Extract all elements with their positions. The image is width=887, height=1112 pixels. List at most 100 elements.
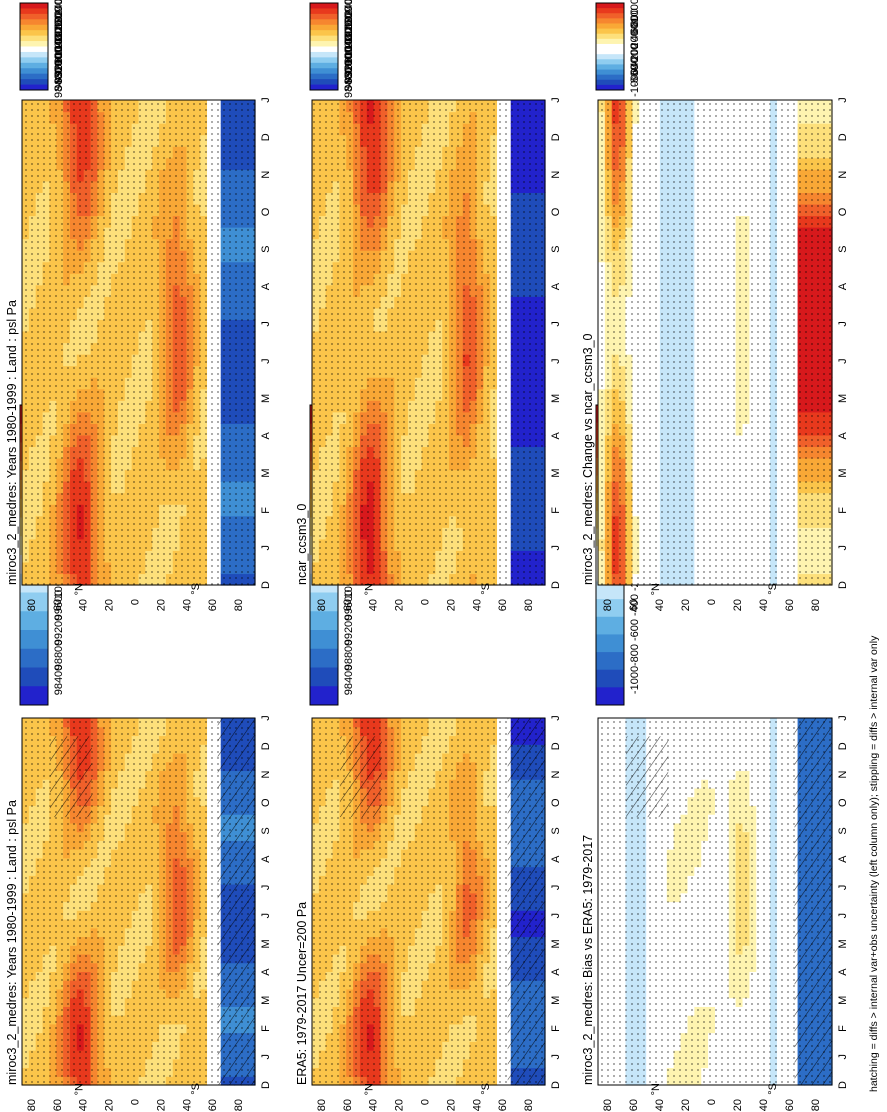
colorbar-swatch <box>310 686 338 706</box>
month-tick-label: J <box>550 913 562 919</box>
lat-tick-label: 60 <box>52 599 64 611</box>
month-tick-label: M <box>550 939 562 948</box>
colorbar-label: 98400 <box>343 665 355 696</box>
lat-tick-label: 40 <box>181 599 193 611</box>
month-tick-label: J <box>260 545 272 551</box>
colorbar-label: 99600 <box>53 46 65 77</box>
lat-tick-label: 20 <box>104 1099 116 1111</box>
hatch-overlay-north <box>49 736 92 818</box>
colorbar-swatch <box>20 8 48 15</box>
panel-title: miroc3_2_medres: Years 1980-1999 : Land … <box>5 300 19 585</box>
chart-root: 80 60 40 20 0 20 40 60 80 °N °S D J F M A M J J A S O N D Jmiroc… <box>5 0 849 1111</box>
panel-frame <box>21 717 256 1086</box>
lat-tick-label: 80 <box>523 1099 535 1111</box>
colorbar-label: 100000 <box>53 35 65 72</box>
month-tick-label: J <box>550 1054 562 1060</box>
lat-hemisphere-label: °N <box>364 1083 376 1095</box>
colorbar-label: 102000 <box>53 0 65 36</box>
colorbar-swatch <box>20 630 48 650</box>
colorbar-swatch <box>20 57 48 64</box>
month-tick-label: J <box>260 97 272 103</box>
month-tick-label: J <box>260 358 272 364</box>
panel-frame <box>21 99 256 586</box>
month-tick-label: J <box>260 1054 272 1060</box>
lat-hemisphere-label: °S <box>480 1083 492 1095</box>
colorbar-label: 102400 <box>53 0 65 29</box>
colorbar-swatch <box>20 13 48 20</box>
colorbar-label: 98400 <box>53 67 65 98</box>
lat-hemisphere-label: °S <box>190 1083 202 1095</box>
hatch-overlay-south <box>217 718 255 1085</box>
month-tick-label: D <box>260 742 272 750</box>
colorbar-swatch <box>20 62 48 69</box>
lat-tick-label: 0 <box>420 1099 432 1105</box>
colorbar-label: 99600 <box>53 590 65 621</box>
month-tick-label: S <box>260 827 272 834</box>
colorbar-model-2: 1024001020001016001012001008001004001000… <box>19 0 65 98</box>
month-tick-label: A <box>550 968 562 976</box>
colorbar-swatch <box>20 46 48 53</box>
colorbar-swatch <box>310 667 338 687</box>
month-tick-label: S <box>260 246 272 253</box>
panel-model: 80 60 40 20 0 20 40 60 80°N °S DJFMAMJJASONDJmiroc… <box>5 715 272 1111</box>
month-tick-label: F <box>260 1025 272 1032</box>
colorbar-swatch <box>310 630 338 650</box>
month-tick-label: D <box>260 581 272 589</box>
month-tick-label: J <box>550 885 562 891</box>
lat-tick-label: 60 <box>207 1099 219 1111</box>
lat-hemisphere-label: °N <box>74 583 86 595</box>
lat-tick-label: 60 <box>52 1099 64 1111</box>
colorbar-label: 100800 <box>53 21 65 58</box>
month-tick-label: O <box>260 798 272 807</box>
month-tick-label: D <box>550 742 562 750</box>
lat-tick-label: 0 <box>130 599 142 605</box>
colorbar-swatch <box>20 686 48 706</box>
lat-tick-label: 80 <box>26 599 38 611</box>
month-tick-label: D <box>550 1081 562 1089</box>
colorbar-label: 99200 <box>53 615 65 646</box>
colorbar-swatch <box>20 41 48 47</box>
panel-obs: 80 60 40 20 0 20 40 60 80°N °S DJFMAMJJASONDJERA5:… <box>295 715 562 1111</box>
month-tick-label: J <box>260 913 272 919</box>
panel-frame <box>311 717 546 1086</box>
month-tick-label: J <box>260 321 272 327</box>
colorbar-label: 98800 <box>53 640 65 671</box>
hatch-overlay-south <box>507 718 545 1085</box>
lat-tick-label: 40 <box>471 1099 483 1111</box>
month-tick-label: N <box>260 171 272 179</box>
lat-tick-label: 20 <box>394 1099 406 1111</box>
colorbar-swatch <box>310 648 338 668</box>
month-tick-label: D <box>260 1081 272 1089</box>
month-tick-label: D <box>260 133 272 141</box>
colorbar-label: 101600 <box>53 6 65 43</box>
colorbar-swatch <box>20 51 48 58</box>
colorbar-swatch <box>310 611 338 631</box>
month-tick-label: J <box>260 715 272 721</box>
month-tick-label: A <box>260 282 272 290</box>
month-tick-label: N <box>550 770 562 778</box>
month-tick-label: F <box>260 507 272 514</box>
colorbar-swatch <box>20 24 48 31</box>
colorbar-swatch <box>20 648 48 668</box>
colorbar-label: 101200 <box>53 14 65 51</box>
month-tick-label: N <box>260 770 272 778</box>
hatch-overlay-north <box>339 736 382 818</box>
colorbar-label: 99200 <box>53 53 65 84</box>
stipple-overlay <box>22 100 255 585</box>
colorbar-swatch <box>20 667 48 687</box>
lat-tick-label: 0 <box>130 1099 142 1105</box>
colorbar-swatch <box>20 79 48 85</box>
month-tick-label: M <box>260 996 272 1005</box>
colorbar-label: 99600 <box>343 590 355 621</box>
panel-ref: 80 60 40 20 0 20 40 60 80°N °S DJFMAMJJASONDJncar_… <box>295 97 562 611</box>
colorbar-swatch <box>20 592 48 612</box>
month-tick-label: J <box>550 715 562 721</box>
lat-tick-label: 60 <box>497 1099 509 1111</box>
colorbar-swatch <box>20 30 48 37</box>
colorbar-label: 100400 <box>53 28 65 65</box>
lat-tick-label: 40 <box>181 1099 193 1111</box>
month-tick-label: M <box>260 468 272 477</box>
lat-tick-label: 80 <box>233 1099 245 1111</box>
month-tick-label: J <box>260 885 272 891</box>
